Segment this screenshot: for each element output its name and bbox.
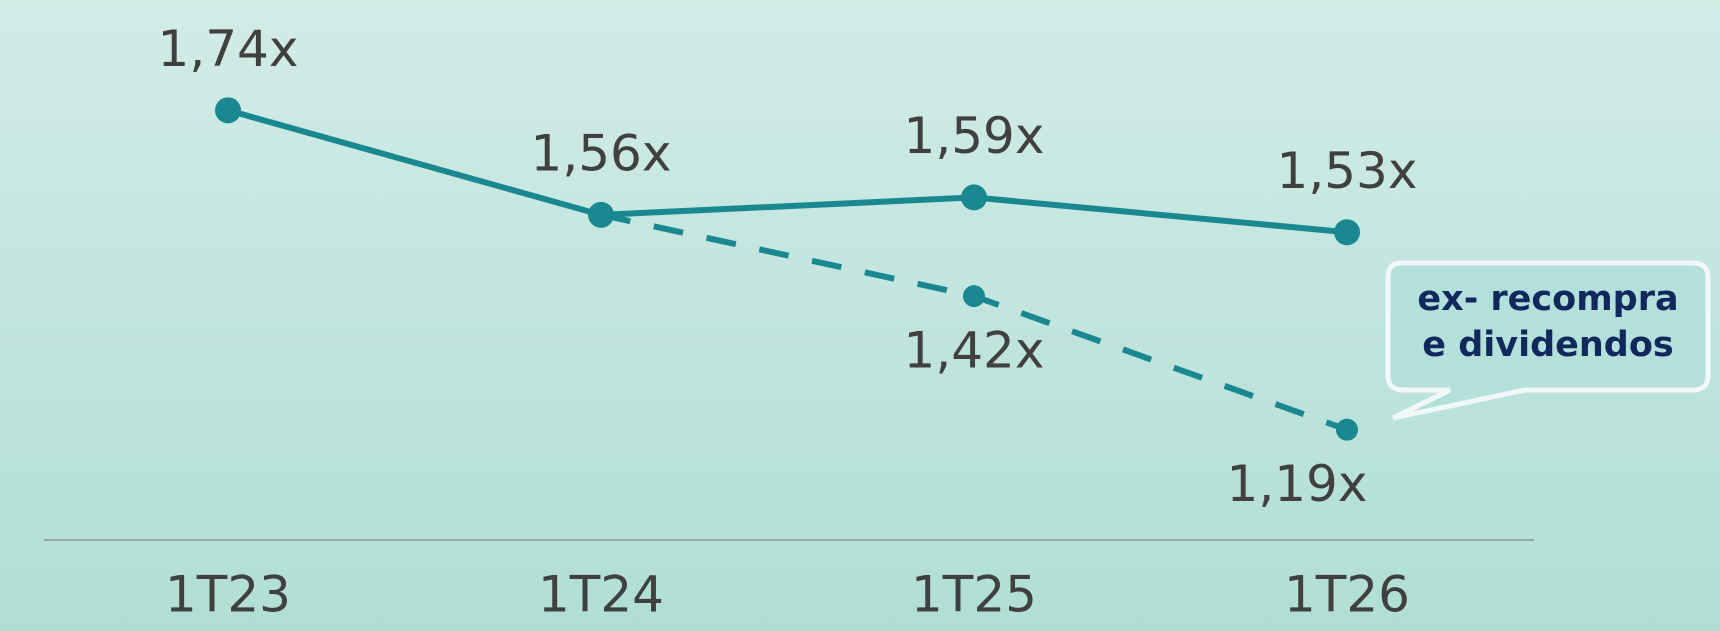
value-label: 1,59x	[904, 107, 1045, 165]
point	[961, 184, 987, 211]
x-tick-label: 1T24	[538, 566, 664, 624]
x-tick-label: 1T25	[911, 566, 1037, 624]
callout: ex- recompra e dividendos	[1385, 260, 1711, 421]
callout-box	[1385, 260, 1711, 421]
point	[1336, 418, 1358, 441]
annotation-line: ex- recompra	[1417, 279, 1678, 319]
x-tick-label: 1T26	[1284, 566, 1410, 624]
value-label: 1,19x	[1227, 455, 1368, 513]
point	[590, 203, 612, 226]
point	[215, 97, 241, 124]
value-label: 1,42x	[904, 322, 1045, 380]
value-label: 1,74x	[158, 20, 299, 78]
point	[1334, 219, 1360, 246]
x-tick-label: 1T23	[165, 566, 291, 624]
series-line	[227, 107, 1348, 236]
value-label: 1,53x	[1277, 142, 1418, 200]
point	[963, 285, 985, 308]
annotation-line: e dividendos	[1422, 325, 1673, 365]
value-label: 1,56x	[531, 124, 672, 182]
